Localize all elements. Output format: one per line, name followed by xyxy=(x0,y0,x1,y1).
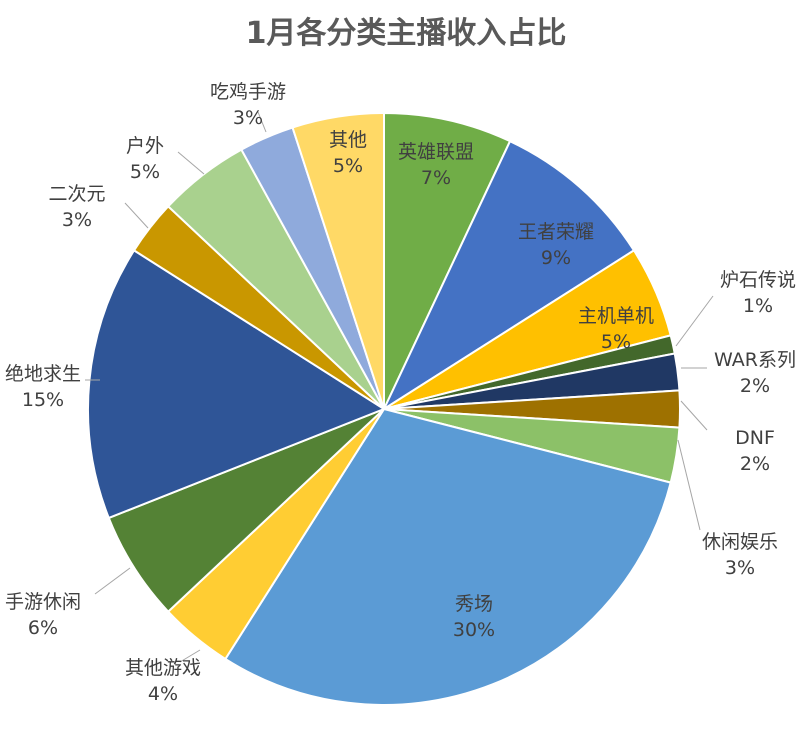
leader-line xyxy=(680,400,708,431)
slice-label: 其他 xyxy=(329,129,367,151)
slice-label: 户外 xyxy=(126,135,164,157)
slice-percent-label: 7% xyxy=(421,167,451,189)
slice-percent-label: 5% xyxy=(601,331,631,353)
slice-percent-label: 3% xyxy=(62,209,92,231)
slice-label: 手游休闲 xyxy=(5,591,81,613)
leader-line xyxy=(257,111,267,133)
slice-percent-label: 3% xyxy=(725,557,755,579)
leader-line xyxy=(177,151,205,175)
slice-percent-label: 9% xyxy=(541,247,571,269)
pie-slice xyxy=(224,407,672,706)
slice-label: 主机单机 xyxy=(578,305,654,327)
slice-label: 其他游戏 xyxy=(125,657,201,679)
pie-slice xyxy=(291,111,385,410)
slice-percent-label: 5% xyxy=(130,161,160,183)
slice-percent-label: 5% xyxy=(333,155,363,177)
slice-percent-label: 6% xyxy=(28,617,58,639)
chart-title: 1月各分类主播收入占比 xyxy=(245,16,567,51)
pie-slice xyxy=(381,139,636,412)
leader-line xyxy=(179,649,201,663)
leader-line xyxy=(124,202,149,229)
slice-label: 休闲娱乐 xyxy=(702,531,778,553)
slice-percent-label: 2% xyxy=(740,375,770,397)
leader-line xyxy=(675,295,714,347)
slice-label: 秀场 xyxy=(455,593,493,615)
slice-label: 绝地求生 xyxy=(5,363,81,385)
leader-line xyxy=(94,567,131,595)
pie-slice xyxy=(383,111,512,410)
slice-percent-label: 30% xyxy=(453,619,495,641)
slice-label: WAR系列 xyxy=(714,349,796,371)
slice-label: DNF xyxy=(735,427,775,449)
slice-percent-label: 4% xyxy=(148,683,178,705)
slice-percent-label: 15% xyxy=(22,389,64,411)
slice-label: 英雄联盟 xyxy=(398,141,474,163)
slice-label: 炉石传说 xyxy=(720,269,796,291)
slice-label: 王者荣耀 xyxy=(518,221,594,243)
slice-label: 吃鸡手游 xyxy=(210,81,286,103)
slice-percent-label: 3% xyxy=(233,107,263,129)
slice-percent-label: 1% xyxy=(743,295,773,317)
leader-line xyxy=(677,439,701,531)
slice-percent-label: 2% xyxy=(740,453,770,475)
pie-slice xyxy=(87,249,387,520)
slice-label: 二次元 xyxy=(48,183,105,205)
